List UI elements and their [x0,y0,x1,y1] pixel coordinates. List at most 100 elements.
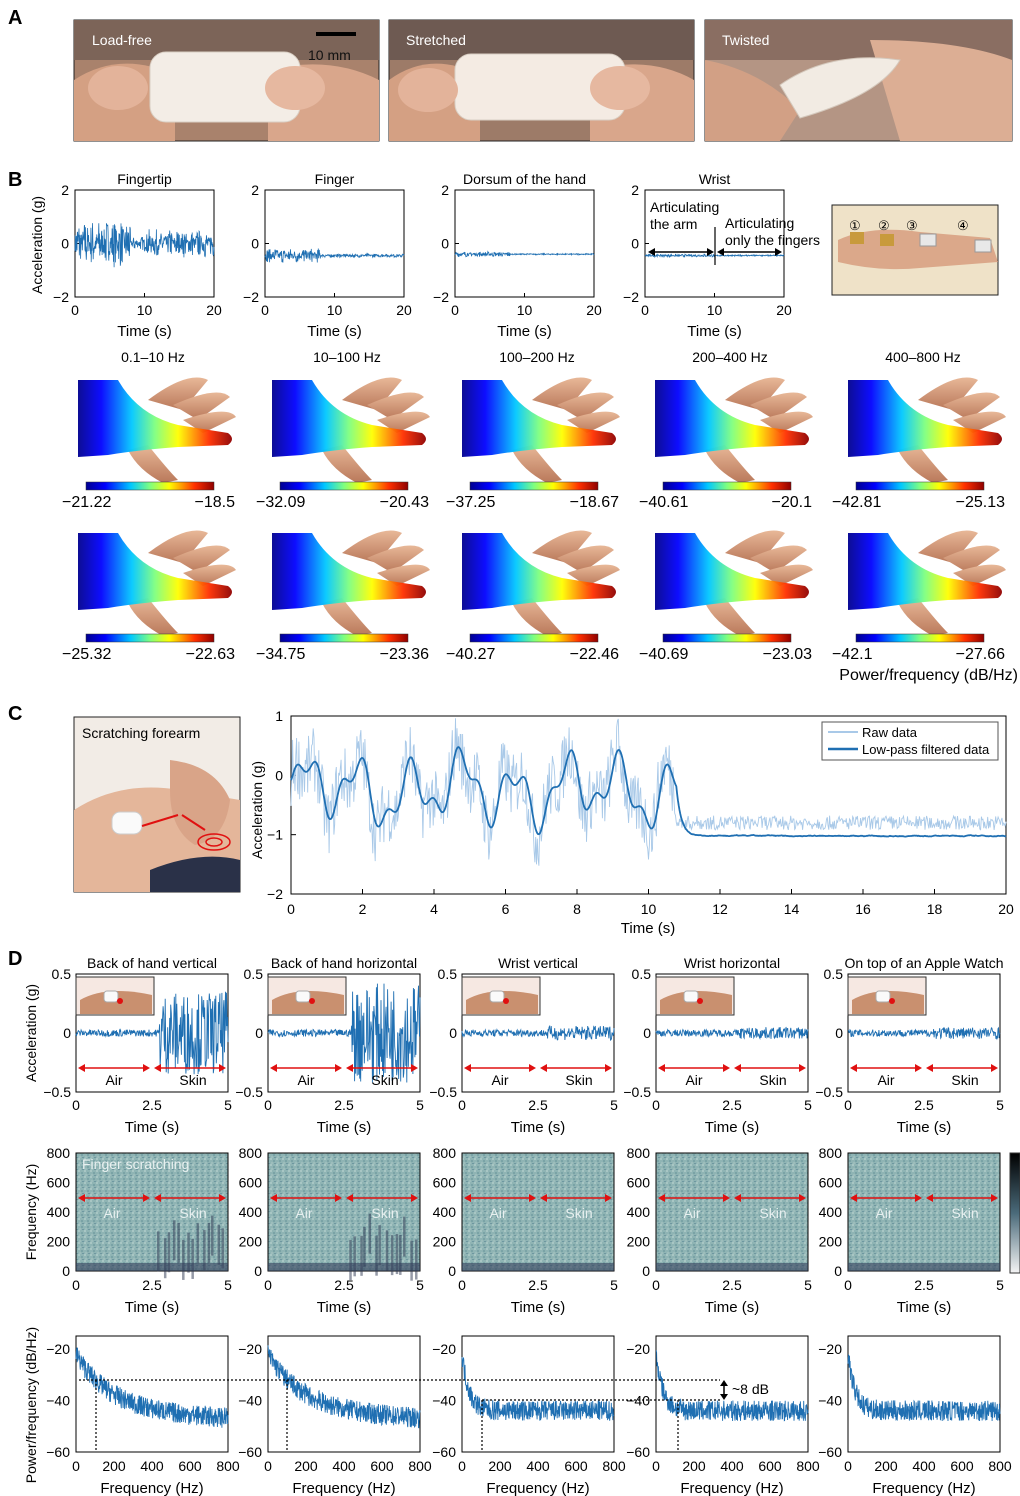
xtick-label: 5 [804,1097,812,1113]
ytick-label: 0 [251,236,259,252]
skin-label: Skin [759,1205,786,1221]
colorbar-min: −37.25 [446,494,495,511]
panel-label-b: B [8,169,22,191]
ytick-label: 0 [441,236,449,252]
xtick-label: 5 [804,1277,812,1293]
spectrogram-burst [349,1239,352,1280]
colorbar [85,481,215,491]
spectrogram-burst [368,1213,372,1254]
scale-bar [316,32,356,36]
ytick-label: −2 [243,289,259,305]
ytick-label: 600 [627,1175,651,1191]
ytick-label: 2 [441,182,449,198]
air-label: Air [685,1072,702,1088]
hand-thumb [128,445,178,483]
spectrogram [267,1152,421,1272]
psd-plot-frame [267,1335,421,1453]
x-axis-label: Frequency (Hz) [292,1480,395,1496]
hand-sensor-photo: ① ② ③ ④ [831,204,999,296]
spectrogram-burst [191,1238,194,1279]
x-axis-label: Time (s) [897,1119,951,1136]
air-label: Air [875,1205,892,1221]
air-label: Air [103,1205,120,1221]
spectrogram [655,1152,809,1272]
spectrogram-burst [360,1235,363,1276]
plot-title: On top of an Apple Watch [844,955,1003,971]
xtick-label: 2.5 [334,1097,354,1113]
hand-finger [183,564,236,586]
d-freq-ylabel: Frequency (Hz) [23,1164,39,1260]
marker-2: ② [878,218,890,233]
ytick-label: −40 [46,1392,70,1408]
ytick-label: −40 [238,1392,262,1408]
ytick-label: 2 [61,182,69,198]
hand-finger [557,545,614,573]
scale-bar-label: 10 mm [308,47,351,63]
d-acc-ylabel: Acceleration (g) [23,984,39,1082]
band-title: 0.1–10 Hz [121,349,185,365]
spectrogram-burst [385,1230,389,1271]
hand-finger [532,530,592,563]
inset-sensor [875,990,891,1003]
hand-finger [943,545,1000,573]
hand-finger [367,545,424,573]
ytick-label: −1 [267,827,283,843]
x-axis-label: Time (s) [117,323,171,340]
db-arrow: ~8 dB [720,1380,769,1400]
xtick-label: 10 [707,302,723,318]
plot-frame [264,189,405,298]
heatmap-band [462,533,616,610]
colorbar-min: −42.1 [832,646,873,663]
x-axis-label: Time (s) [705,1299,759,1316]
xtick-label: 0 [261,302,269,318]
colorbar-min: −21.22 [62,494,111,511]
hand-finger [342,530,402,563]
inset-sensor [683,990,699,1003]
xtick-label: 5 [996,1097,1004,1113]
hand-heatmap-2-1: −25.32 −22.63 [62,530,236,663]
inset-marker [309,998,315,1004]
legend-filtered: Low-pass filtered data [862,742,990,757]
ytick-label: 600 [433,1175,457,1191]
spectrogram-burst [172,1220,176,1261]
xtick-label: 6 [502,901,510,917]
xtick-label: 0 [264,1277,272,1293]
hand-finger [173,545,230,573]
plot-title: Finger [315,171,355,187]
annot-fingers-2: only the fingers [725,232,820,248]
x-axis-label: Time (s) [897,1299,951,1316]
xtick-label: 5 [610,1277,618,1293]
xtick-label: 20 [396,302,412,318]
colorbar [662,481,792,491]
spectrogram-burst [415,1239,418,1280]
plot-title: Back of hand horizontal [271,955,417,971]
spectrogram-burst [395,1234,399,1275]
x-axis-label: Time (s) [125,1299,179,1316]
ytick-label: 0 [63,1025,71,1041]
colorbar-min: −25.32 [62,646,111,663]
plot-title: Dorsum of the hand [463,171,586,187]
marker-1: ① [849,218,861,233]
xtick-label: 12 [712,901,728,917]
colorbar [469,633,599,643]
xtick-label: 20 [776,302,792,318]
xtick-label: 600 [178,1458,202,1474]
marker-3: ③ [906,218,918,233]
xtick-label: 20 [586,302,602,318]
xtick-label: 0 [287,901,295,917]
plot-frame [454,189,595,298]
x-axis-label: Frequency (Hz) [872,1480,975,1496]
spectrogram-burst [187,1232,190,1273]
xtick-label: 5 [610,1097,618,1113]
hand-finger [725,377,785,410]
hand-thumb [512,445,562,483]
xtick-label: 0 [652,1458,660,1474]
air-label: Air [295,1205,312,1221]
xtick-label: 2.5 [528,1277,548,1293]
acceleration-trace [264,248,405,263]
colorbar [855,481,985,491]
xtick-label: 800 [408,1458,432,1474]
ytick-label: 200 [433,1234,457,1250]
hand-heatmap-2-3: −40.27 −22.46 [446,530,620,663]
hand-thumb [705,445,755,483]
